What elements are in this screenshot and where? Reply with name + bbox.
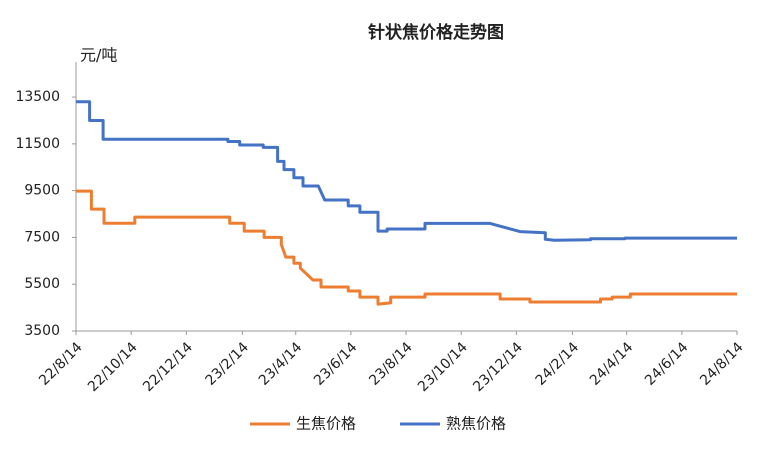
x-tick-label: 24/6/14 [642,339,692,389]
x-tick-label: 22/10/14 [85,339,141,395]
series-line [76,189,737,306]
x-tick-label: 23/8/14 [366,339,416,389]
x-tick-label: 23/12/14 [470,339,526,395]
x-tick-label: 23/4/14 [256,339,306,389]
y-tick-label: 13500 [15,89,60,105]
x-tick-label: 22/12/14 [140,339,196,395]
y-tick-label: 7500 [24,229,60,245]
x-tick-label: 23/6/14 [311,339,361,389]
series-line [76,100,737,242]
y-tick-label: 9500 [24,183,60,199]
legend-label: 生焦价格 [296,415,356,433]
x-tick-label: 23/10/14 [415,339,471,395]
legend-label: 熟焦价格 [446,415,506,433]
y-axis-label: 元/吨 [80,46,117,65]
y-tick-label: 5500 [24,276,60,292]
x-tick-label: 24/8/14 [697,339,747,389]
x-tick-label: 24/2/14 [533,339,583,389]
chart-title: 针状焦价格走势图 [368,22,504,43]
x-tick-label: 23/2/14 [203,339,253,389]
y-tick-label: 11500 [15,136,60,152]
x-tick-label: 24/4/14 [587,339,637,389]
y-tick-label: 3500 [24,323,60,339]
x-tick-label: 22/8/14 [36,339,86,389]
